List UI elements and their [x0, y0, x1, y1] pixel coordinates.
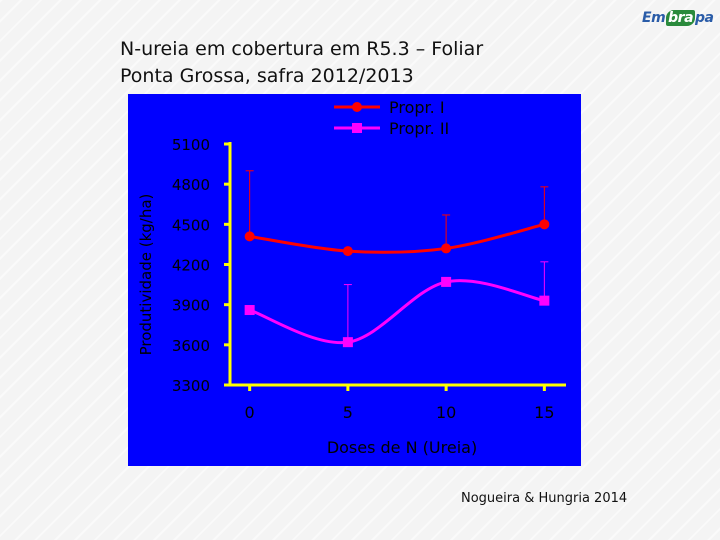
y-tick-label-3600: 3600	[172, 337, 210, 355]
credit-text: Nogueira & Hungria 2014	[461, 491, 628, 506]
x-axis-label: Doses de N (Ureia)	[327, 438, 477, 457]
data-point	[539, 295, 550, 306]
x-tick-label-0: 0	[245, 403, 255, 422]
x-tick-label-10: 10	[436, 403, 456, 422]
series-line-1	[249, 222, 545, 254]
y-tick-label-4500: 4500	[172, 216, 210, 234]
line-chart: 3300 3600 3900 4200 4500 4800 5100 0 5 10 15 Doses …	[137, 98, 566, 457]
y-tick-label-5100: 5100	[172, 136, 210, 154]
data-point	[244, 305, 255, 316]
logo-text-c: pa	[695, 10, 714, 26]
legend-label-2: Propr. II	[389, 119, 449, 138]
chart-panel: 3300 3600 3900 4200 4500 4800 5100 0 5 10 15 Doses …	[128, 94, 581, 466]
y-tick-label-3900: 3900	[172, 297, 210, 315]
data-point	[342, 246, 353, 257]
data-point	[342, 337, 353, 348]
y-tick-label-3300: 3300	[172, 377, 210, 395]
logo-text-a: Em	[642, 10, 666, 26]
legend-marker	[352, 123, 362, 133]
slide-title-line-1: N-ureia em cobertura em R5.3 – Foliar	[120, 38, 484, 60]
data-point	[441, 276, 452, 287]
data-point	[539, 219, 550, 230]
y-tick-label-4800: 4800	[172, 176, 210, 194]
embrapa-logo: Em bra pa	[642, 10, 714, 26]
data-point	[441, 243, 452, 254]
logo-mark: bra	[666, 10, 696, 26]
legend-marker	[352, 102, 362, 112]
slide-title-line-2: Ponta Grossa, safra 2012/2013	[120, 65, 414, 87]
x-tick-label-15: 15	[534, 403, 554, 422]
slide-title: N-ureia em cobertura em R5.3 – Foliar Po…	[120, 36, 483, 90]
series-line-2	[249, 279, 545, 345]
legend-label-1: Propr. I	[389, 98, 445, 117]
x-tick-label-5: 5	[343, 403, 353, 422]
y-axis-label: Produtividade (kg/ha)	[137, 194, 155, 356]
y-tick-label-4200: 4200	[172, 257, 210, 275]
data-point	[244, 231, 255, 242]
